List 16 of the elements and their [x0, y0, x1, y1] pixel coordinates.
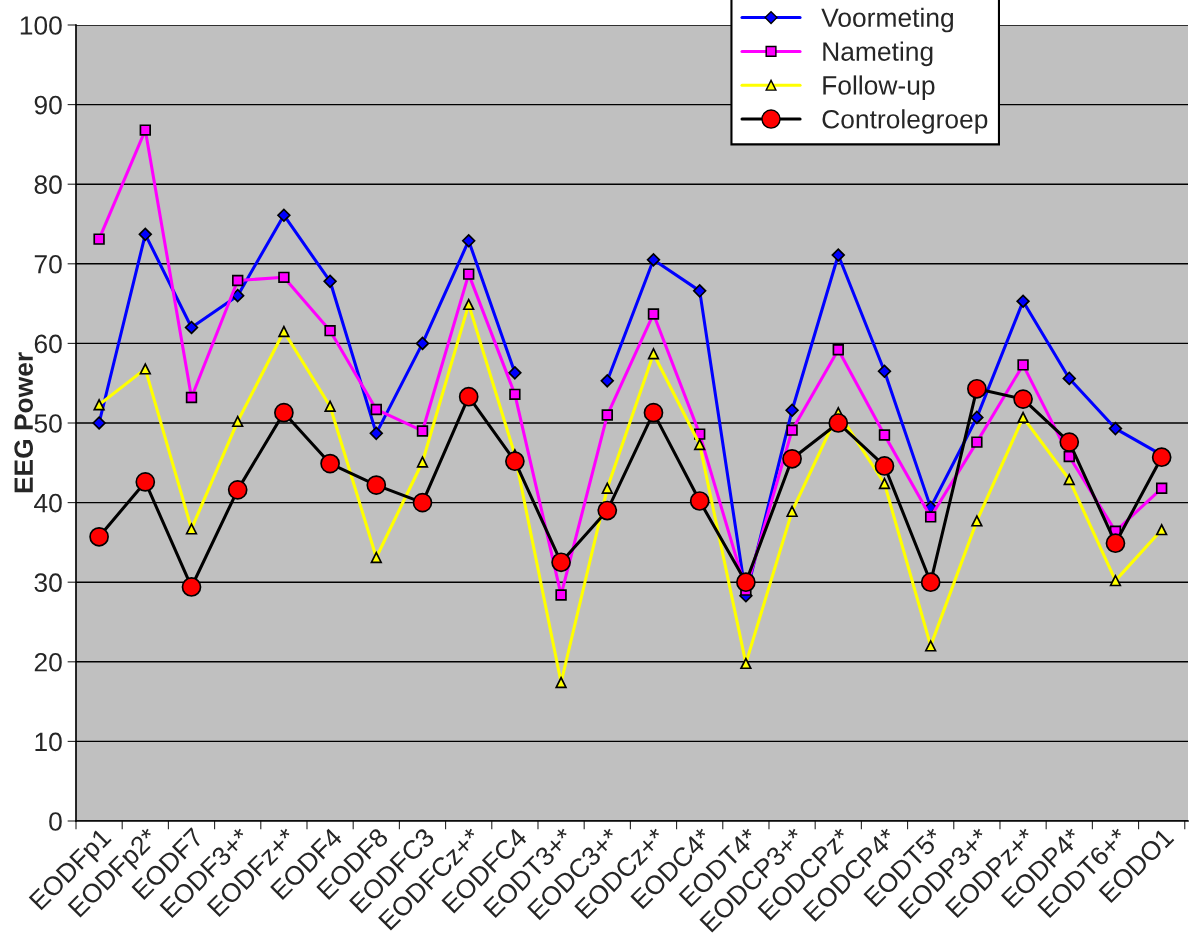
y-tick-label: 20 [34, 652, 62, 672]
y-tick-label: 50 [34, 414, 62, 433]
y-tick-label: 40 [34, 493, 62, 513]
y-tick-label: 80 [34, 175, 62, 195]
y-tick-label: 70 [34, 254, 62, 274]
y-tick-label: 10 [35, 732, 62, 752]
legend-label: Nameting [823, 41, 933, 67]
legend-label: Voormeting [821, 7, 953, 33]
legend-label: Controlegroep [822, 109, 988, 134]
y-tick-label: 100 [20, 16, 62, 35]
y-tick-label: 0 [49, 812, 62, 831]
y-axis-title: EEG Power [14, 352, 34, 493]
y-tick-label: 30 [34, 573, 62, 593]
y-tick-label: 60 [34, 334, 62, 354]
legend-label: Follow-up [823, 75, 935, 100]
y-tick-label: 90 [34, 95, 62, 115]
